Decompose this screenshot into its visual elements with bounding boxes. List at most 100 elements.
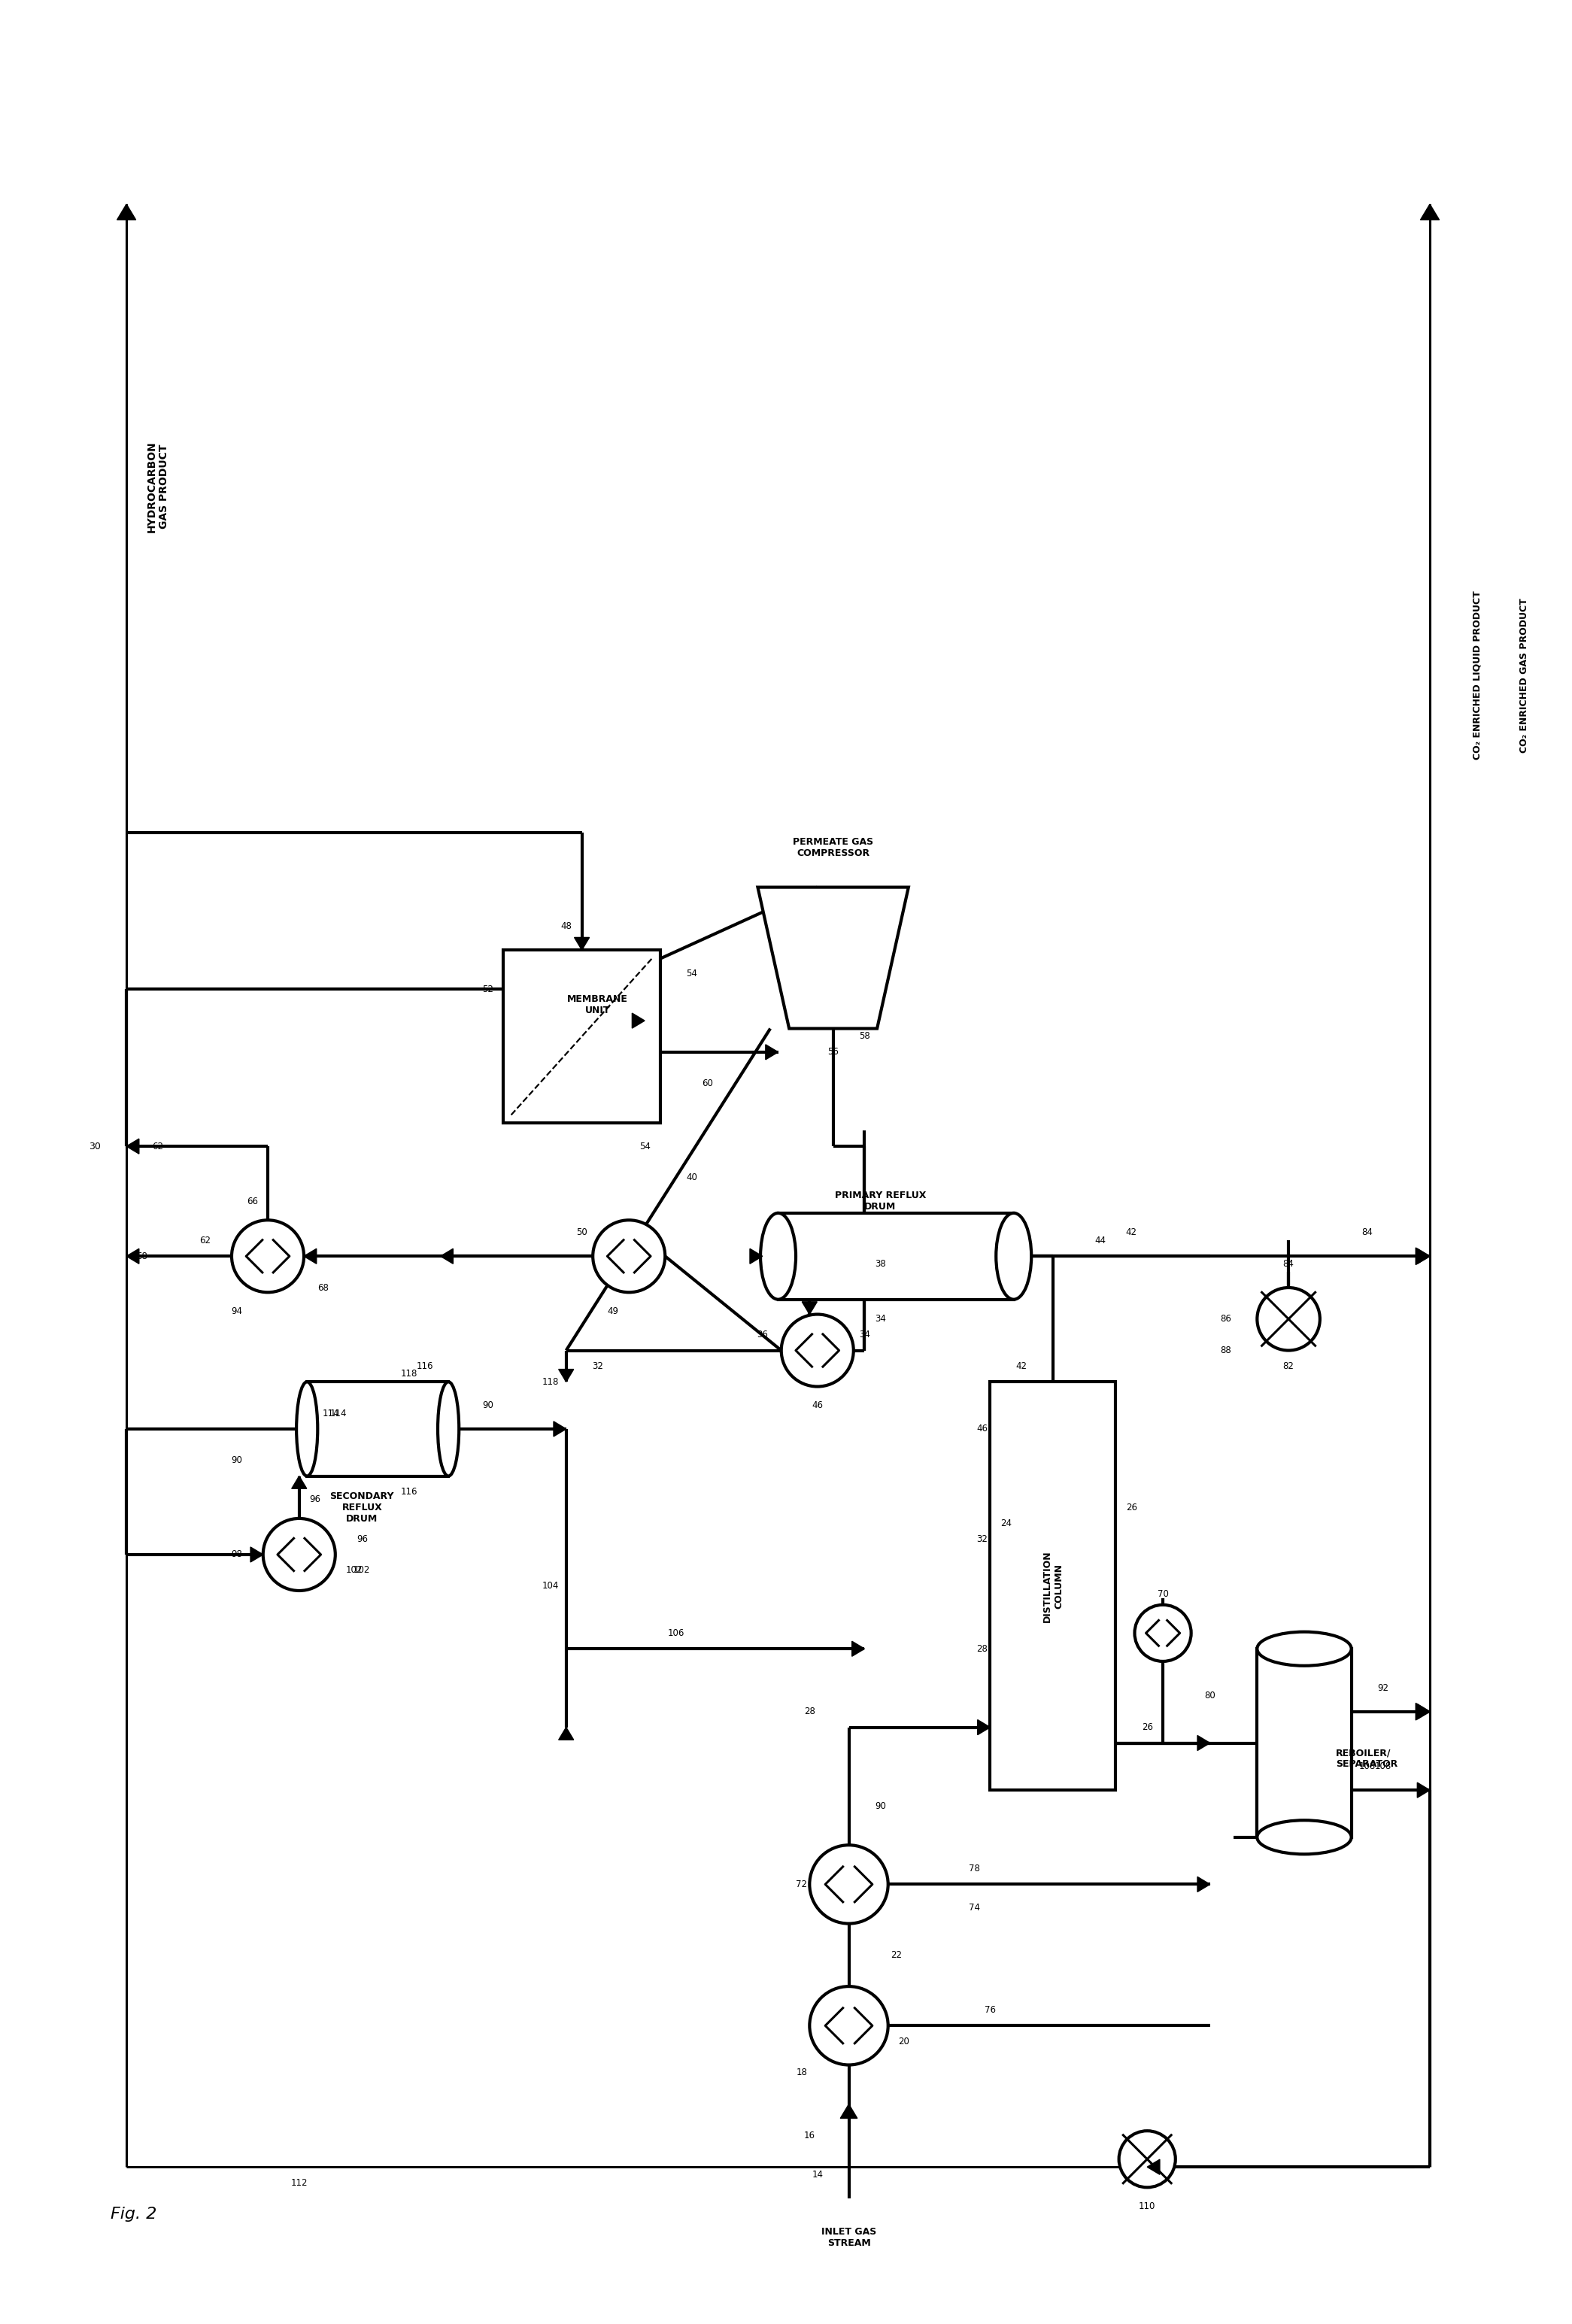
Ellipse shape	[297, 1383, 318, 1476]
Circle shape	[263, 1518, 335, 1590]
Text: 62: 62	[152, 1141, 163, 1150]
Text: Fig. 2: Fig. 2	[110, 2205, 157, 2222]
Text: 88: 88	[1220, 1346, 1231, 1355]
Polygon shape	[802, 1301, 817, 1315]
Text: 82: 82	[1283, 1362, 1294, 1371]
Ellipse shape	[997, 1213, 1031, 1299]
Bar	[307, 1383, 448, 1476]
Polygon shape	[750, 1248, 762, 1264]
Text: 16: 16	[803, 2131, 816, 2140]
Polygon shape	[126, 1139, 138, 1153]
Circle shape	[810, 1845, 888, 1924]
Text: 98: 98	[231, 1550, 242, 1559]
Text: 104: 104	[542, 1580, 560, 1592]
Text: 62: 62	[200, 1236, 211, 1246]
Bar	[1258, 1648, 1352, 1838]
Ellipse shape	[1258, 1631, 1352, 1666]
Text: 44: 44	[1094, 1236, 1105, 1246]
Polygon shape	[1418, 1703, 1431, 1720]
Polygon shape	[1418, 1783, 1431, 1799]
Ellipse shape	[437, 1383, 459, 1476]
Text: REBOILER/
SEPARATOR: REBOILER/ SEPARATOR	[1336, 1748, 1398, 1769]
Text: 114: 114	[322, 1408, 340, 1418]
Text: 106: 106	[668, 1629, 684, 1638]
Text: 54: 54	[687, 969, 698, 978]
Text: 110: 110	[1138, 2201, 1155, 2210]
Text: 42: 42	[1126, 1227, 1137, 1239]
Polygon shape	[1122, 2136, 1171, 2182]
Polygon shape	[303, 1248, 316, 1264]
Text: 74: 74	[968, 1903, 979, 1913]
Text: 90: 90	[231, 1455, 242, 1464]
Text: 14: 14	[811, 2171, 824, 2180]
Text: 32: 32	[976, 1534, 987, 1543]
Polygon shape	[574, 937, 590, 951]
Text: 34: 34	[874, 1313, 885, 1325]
Text: 108: 108	[1358, 1762, 1376, 1771]
Polygon shape	[1262, 1292, 1316, 1346]
Text: 40: 40	[687, 1174, 698, 1183]
Text: CO₂ ENRICHED LIQUID PRODUCT: CO₂ ENRICHED LIQUID PRODUCT	[1471, 590, 1482, 760]
Polygon shape	[852, 1641, 865, 1657]
Ellipse shape	[761, 1213, 795, 1299]
Text: 116: 116	[417, 1362, 434, 1371]
Text: HYDROCARBON
GAS PRODUCT: HYDROCARBON GAS PRODUCT	[146, 442, 170, 532]
Text: PRIMARY REFLUX
DRUM: PRIMARY REFLUX DRUM	[835, 1190, 926, 1211]
Text: 28: 28	[976, 1643, 987, 1655]
Text: 84: 84	[1283, 1260, 1294, 1269]
Polygon shape	[126, 1248, 138, 1264]
Text: 49: 49	[608, 1306, 619, 1315]
Text: DISTILLATION
COLUMN: DISTILLATION COLUMN	[1042, 1550, 1064, 1622]
Polygon shape	[1198, 1736, 1210, 1750]
Polygon shape	[978, 1720, 990, 1734]
Bar	[778, 1213, 1014, 1299]
Polygon shape	[1416, 1703, 1431, 1720]
Text: 60: 60	[701, 1078, 714, 1088]
Text: 96: 96	[357, 1534, 368, 1543]
Ellipse shape	[1258, 1820, 1352, 1855]
Text: 28: 28	[803, 1706, 816, 1717]
Text: 78: 78	[968, 1864, 979, 1873]
Text: 24: 24	[1000, 1518, 1011, 1529]
Text: 66: 66	[247, 1197, 258, 1206]
Text: 90: 90	[874, 1801, 885, 1810]
Polygon shape	[841, 2103, 857, 2117]
Text: 108: 108	[1374, 1762, 1391, 1771]
Text: 112: 112	[291, 2178, 308, 2187]
Text: 96: 96	[310, 1494, 321, 1504]
Text: 46: 46	[811, 1401, 824, 1411]
Text: 20: 20	[898, 2036, 909, 2045]
Text: 118: 118	[401, 1369, 418, 1378]
Text: 52: 52	[483, 985, 494, 995]
Bar	[503, 951, 660, 1122]
Text: 50: 50	[577, 1227, 588, 1239]
Text: 22: 22	[890, 1950, 902, 1959]
Polygon shape	[766, 1043, 778, 1060]
Polygon shape	[1421, 205, 1440, 221]
Text: INLET GAS
STREAM: INLET GAS STREAM	[821, 2226, 876, 2247]
Text: CO₂ ENRICHED GAS PRODUCT: CO₂ ENRICHED GAS PRODUCT	[1519, 597, 1530, 753]
Polygon shape	[250, 1548, 263, 1562]
Circle shape	[1119, 2131, 1176, 2187]
Text: 30: 30	[90, 1141, 101, 1150]
Text: 46: 46	[976, 1425, 987, 1434]
Text: 76: 76	[984, 2006, 995, 2015]
Circle shape	[1258, 1287, 1320, 1350]
Bar	[990, 1383, 1116, 1789]
Text: MEMBRANE
UNIT: MEMBRANE UNIT	[567, 995, 627, 1016]
Text: 86: 86	[1220, 1313, 1231, 1325]
Text: 32: 32	[593, 1362, 604, 1371]
Text: 48: 48	[561, 923, 572, 932]
Text: 56: 56	[827, 1048, 839, 1057]
Polygon shape	[1262, 1292, 1316, 1346]
Text: 42: 42	[1016, 1362, 1027, 1371]
Text: 102: 102	[354, 1566, 371, 1576]
Polygon shape	[440, 1248, 453, 1264]
Text: 68: 68	[318, 1283, 329, 1292]
Polygon shape	[553, 1422, 566, 1436]
Polygon shape	[292, 1476, 307, 1490]
Circle shape	[781, 1315, 854, 1387]
Text: 72: 72	[795, 1880, 808, 1889]
Text: 114: 114	[330, 1408, 347, 1418]
Text: 94: 94	[231, 1306, 242, 1315]
